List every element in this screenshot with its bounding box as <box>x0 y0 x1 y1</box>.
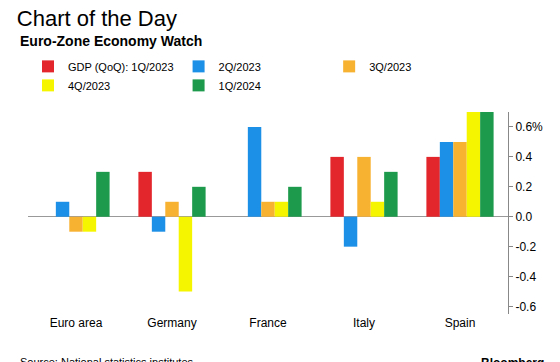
svg-text:Chart of the Day: Chart of the Day <box>17 6 177 31</box>
svg-text:0.2: 0.2 <box>515 180 532 194</box>
svg-text:2Q/2023: 2Q/2023 <box>219 61 261 73</box>
svg-text:-0.4: -0.4 <box>515 270 536 284</box>
svg-text:Spain: Spain <box>445 316 476 330</box>
svg-text:Euro area: Euro area <box>50 316 103 330</box>
svg-text:1Q/2024: 1Q/2024 <box>219 80 261 92</box>
svg-text:0.6%: 0.6% <box>515 120 543 134</box>
svg-text:Germany: Germany <box>147 316 196 330</box>
svg-text:3Q/2023: 3Q/2023 <box>369 61 411 73</box>
svg-text:4Q/2023: 4Q/2023 <box>68 80 110 92</box>
svg-text:Bloomberg: Bloomberg <box>481 356 544 362</box>
svg-text:GDP (QoQ): 1Q/2023: GDP (QoQ): 1Q/2023 <box>68 61 174 73</box>
svg-text:Euro-Zone Economy Watch: Euro-Zone Economy Watch <box>20 33 202 49</box>
svg-text:0.0: 0.0 <box>515 210 532 224</box>
svg-text:France: France <box>249 316 287 330</box>
svg-text:0.4: 0.4 <box>515 150 532 164</box>
svg-text:Italy: Italy <box>353 316 375 330</box>
svg-text:-0.6: -0.6 <box>515 300 536 314</box>
svg-text:Source: National statistics in: Source: National statistics institutes <box>20 356 194 362</box>
svg-text:-0.2: -0.2 <box>515 240 536 254</box>
